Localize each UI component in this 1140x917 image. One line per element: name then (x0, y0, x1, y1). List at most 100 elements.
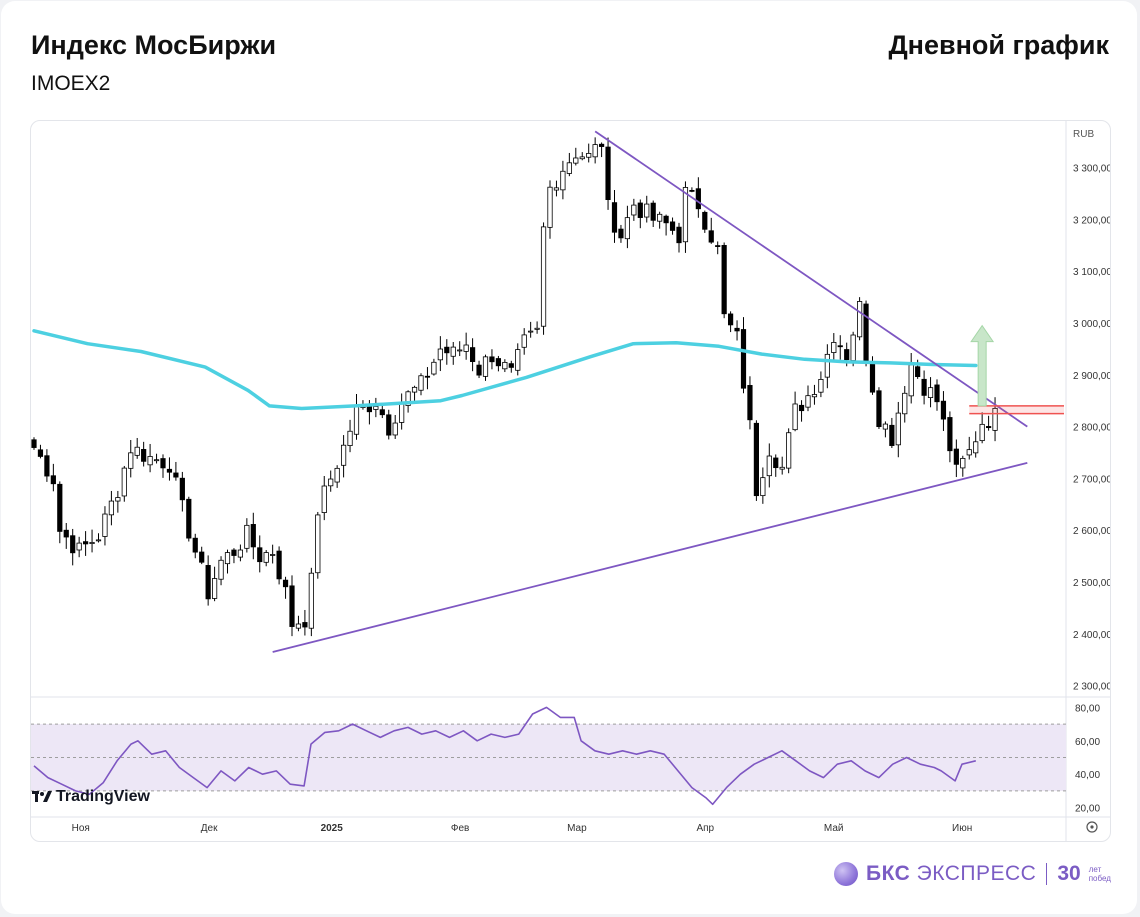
candle-body (586, 153, 592, 158)
candle-body (218, 559, 224, 580)
candle-body (166, 468, 173, 473)
candle-body (676, 226, 682, 244)
candle-body (463, 344, 469, 352)
candle-body (31, 439, 37, 448)
candle-body (611, 202, 618, 233)
candle-body (147, 456, 153, 466)
candle-body (669, 221, 676, 231)
settings-gear-icon (1086, 821, 1098, 833)
candle-body (373, 406, 379, 410)
candle-body (302, 622, 308, 628)
time-tick-label: Мар (567, 823, 587, 834)
candle-body (560, 170, 566, 191)
candle-body (786, 432, 792, 469)
candle-body (211, 578, 218, 599)
price-tick-label: 2 500,00 (1073, 578, 1110, 589)
candle-body (869, 361, 876, 393)
candle-body (657, 213, 663, 222)
candle-body (599, 143, 605, 147)
candle-body (334, 467, 340, 483)
candle-body (37, 449, 44, 457)
candle-body (734, 327, 740, 332)
bks-brand: БКС ЭКСПРЕСС 30 лет побед (834, 862, 1111, 886)
candle-body (295, 623, 302, 629)
brand-divider (1046, 863, 1048, 885)
candle-body (192, 537, 198, 553)
rsi-tick-label: 20,00 (1075, 804, 1100, 815)
candle-body (270, 554, 276, 556)
candle-body (979, 423, 985, 442)
anniversary-line-1: лет (1088, 865, 1102, 874)
candle-body (160, 458, 166, 469)
candle-body (411, 386, 418, 393)
time-tick-label: Дек (201, 823, 218, 834)
candle-body (960, 457, 966, 469)
candle-body (276, 550, 282, 580)
candle-body (760, 477, 766, 497)
candle-body (753, 422, 760, 497)
candle-body (405, 391, 411, 406)
candle-body (521, 334, 527, 348)
candle-body (250, 524, 256, 548)
rsi-tick-label: 60,00 (1075, 737, 1100, 748)
candle-body (637, 202, 643, 218)
candle-body (915, 366, 921, 377)
trendline-upper (594, 130, 1028, 428)
candle-body (728, 313, 734, 326)
moving-average-line (32, 329, 978, 411)
candle-body (489, 356, 495, 363)
price-tick-label: 2 700,00 (1073, 474, 1110, 485)
bks-logo-icon (834, 862, 858, 886)
candle-body (392, 422, 398, 436)
rsi-line (33, 706, 976, 806)
candle-body (63, 529, 69, 538)
candle-body (50, 475, 56, 485)
candle-body (579, 156, 585, 160)
candle-body (773, 457, 779, 469)
candle-body (353, 405, 360, 435)
candle-body (328, 478, 334, 487)
price-tick-label: 3 200,00 (1073, 215, 1110, 226)
candle-body (740, 329, 747, 389)
candle-body (44, 455, 50, 477)
candle-body (231, 549, 237, 556)
price-tick-label: 2 800,00 (1073, 423, 1110, 434)
candle-body (263, 552, 269, 563)
candle-body (444, 346, 450, 354)
candle-body (644, 203, 650, 218)
candle-body (882, 423, 889, 430)
settings-gear-center (1090, 825, 1094, 829)
candle-body (102, 513, 108, 537)
ticker-label: IMOEX2 (31, 72, 111, 95)
candles (31, 137, 998, 637)
tradingview-logo: TradingView (32, 788, 150, 806)
chart-panel[interactable]: RUB 3 300,00 3 200,00 3 100,00 3 000,00 2 900… (30, 120, 1111, 842)
price-tick-label: 3 300,00 (1073, 164, 1110, 175)
candle-body (934, 384, 940, 403)
resistance-zone (969, 405, 1064, 414)
tradingview-text: TradingView (56, 788, 150, 805)
candle-body (566, 162, 572, 174)
candle-body (831, 342, 837, 353)
candle-body (134, 446, 140, 456)
candle-body (663, 215, 669, 224)
time-tick-label: Май (824, 823, 844, 834)
candle-body (121, 467, 127, 497)
candle-body (141, 449, 147, 462)
rsi-tick-label: 80,00 (1075, 703, 1100, 714)
candle-body (244, 524, 250, 549)
candle-body (889, 424, 895, 446)
candle-body (115, 497, 121, 502)
candle-body (386, 414, 392, 436)
candle-body (528, 330, 534, 333)
anniversary-line-2: побед (1088, 874, 1111, 883)
candle-body (482, 356, 489, 377)
tradingview-icon (32, 791, 52, 802)
candle-body (347, 430, 353, 446)
price-chart[interactable]: RUB 3 300,00 3 200,00 3 100,00 3 000,00 2 900… (31, 121, 1110, 841)
candle-body (824, 353, 830, 378)
candle-body (811, 394, 818, 398)
anniversary-text: лет побед (1089, 865, 1111, 883)
candle-body (708, 230, 714, 243)
candle-body (308, 572, 314, 629)
